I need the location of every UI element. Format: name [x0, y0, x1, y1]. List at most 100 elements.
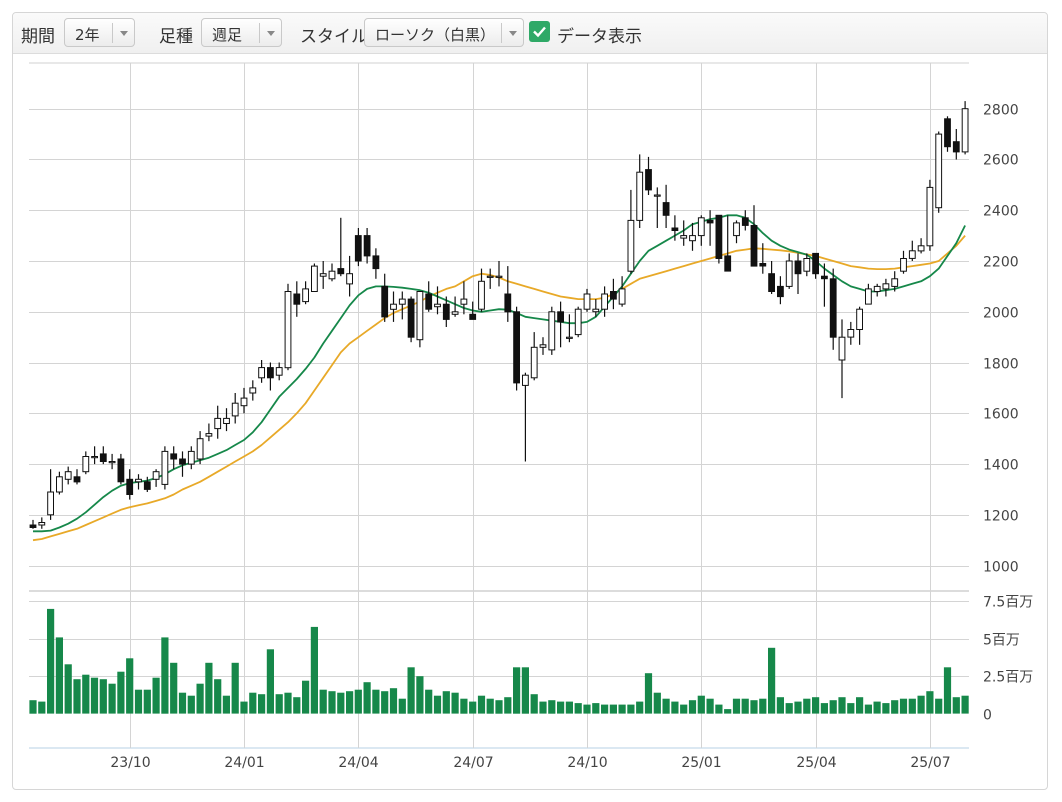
candlestick	[539, 337, 547, 355]
candle-body	[803, 258, 811, 272]
candlestick	[865, 283, 872, 305]
candlestick	[944, 116, 951, 152]
candlestick	[592, 299, 600, 317]
chevron-down-icon	[267, 31, 275, 36]
volume-bar	[249, 692, 257, 714]
candle-body	[873, 285, 881, 292]
candle-body	[381, 285, 389, 318]
candlestick	[935, 131, 943, 213]
candle-body	[460, 298, 468, 305]
candle-body	[231, 402, 239, 417]
candle-body	[267, 367, 274, 379]
candlestick	[900, 250, 907, 274]
volume-bar	[785, 703, 793, 714]
candlestick	[829, 268, 837, 350]
candlestick	[372, 248, 380, 279]
volume-tick-label: 0	[983, 708, 992, 724]
x-tick-label: 25/01	[681, 755, 721, 771]
volume-bar	[416, 676, 424, 714]
volume-bar	[407, 667, 415, 714]
candle-body	[513, 311, 521, 384]
style-select[interactable]: ローソク（白黒）	[364, 18, 524, 47]
volume-bar	[829, 700, 837, 714]
show-data-checkbox[interactable]	[529, 21, 550, 42]
volume-bar	[697, 695, 705, 714]
candle-body	[275, 367, 283, 376]
candlestick	[460, 281, 468, 315]
candle-body	[64, 471, 72, 480]
candle-body	[223, 417, 230, 424]
candlestick	[293, 281, 301, 317]
volume-bar	[55, 637, 63, 714]
volume-bar	[882, 703, 890, 714]
candlestick	[574, 306, 582, 338]
volume-bar	[609, 704, 617, 714]
volume-bar	[908, 698, 916, 714]
candlestick	[275, 362, 283, 381]
candle-body	[372, 255, 380, 270]
candle-body	[908, 250, 916, 259]
volume-bar	[768, 647, 776, 714]
candle-body	[741, 217, 749, 226]
volume-bar	[627, 704, 635, 714]
candlestick	[530, 332, 538, 381]
candlestick	[794, 253, 802, 294]
candle-body	[486, 275, 494, 278]
candle-body	[627, 219, 635, 272]
candlestick	[741, 210, 749, 231]
candlestick	[170, 446, 178, 470]
price-tick-label: 2200	[983, 255, 1019, 271]
candle-body	[653, 194, 661, 197]
candle-body	[363, 235, 371, 257]
candle-body	[838, 336, 846, 361]
candlestick	[662, 184, 670, 228]
candle-body	[829, 278, 837, 338]
volume-bar	[856, 697, 864, 714]
foot-select[interactable]: 週足	[201, 18, 282, 47]
candlestick	[47, 469, 55, 520]
candlestick	[425, 281, 433, 312]
candle-body	[258, 367, 265, 379]
volume-bar	[442, 691, 450, 714]
volume-bar	[372, 689, 380, 714]
candlestick	[284, 283, 292, 371]
candle-body	[750, 225, 758, 267]
candlestick	[267, 362, 274, 391]
candlestick	[548, 306, 556, 355]
volume-bar	[917, 695, 925, 714]
candlestick	[381, 273, 389, 322]
volume-bar	[662, 698, 670, 714]
volume-bar	[864, 704, 872, 714]
candle-body	[214, 417, 222, 430]
volume-bar	[961, 695, 969, 714]
volume-tick-label: 5百万	[983, 633, 1020, 649]
candlestick	[469, 301, 477, 320]
period-select[interactable]: 2年	[64, 18, 135, 47]
candlestick	[847, 321, 855, 345]
candlestick	[891, 271, 899, 292]
candlestick	[952, 129, 960, 160]
volume-bar	[293, 697, 301, 714]
candle-body	[794, 260, 802, 275]
volume-bar	[117, 671, 125, 714]
candle-body	[240, 397, 248, 407]
volume-bar	[759, 698, 767, 714]
volume-bar	[935, 698, 943, 714]
candle-body	[680, 235, 688, 239]
candle-body	[759, 263, 767, 267]
candle-body	[416, 291, 424, 341]
candle-body	[733, 222, 740, 237]
volume-bar	[82, 674, 90, 714]
candlestick	[354, 228, 362, 267]
candle-body	[557, 311, 565, 323]
volume-bar	[178, 692, 187, 714]
candlestick	[346, 255, 354, 297]
candle-body	[390, 303, 397, 310]
candle-body	[961, 108, 969, 153]
candlestick	[671, 215, 679, 241]
candlestick	[337, 217, 345, 277]
candlestick	[627, 189, 635, 274]
candle-body	[917, 245, 925, 252]
candle-body	[785, 260, 793, 287]
candlestick	[812, 252, 820, 279]
